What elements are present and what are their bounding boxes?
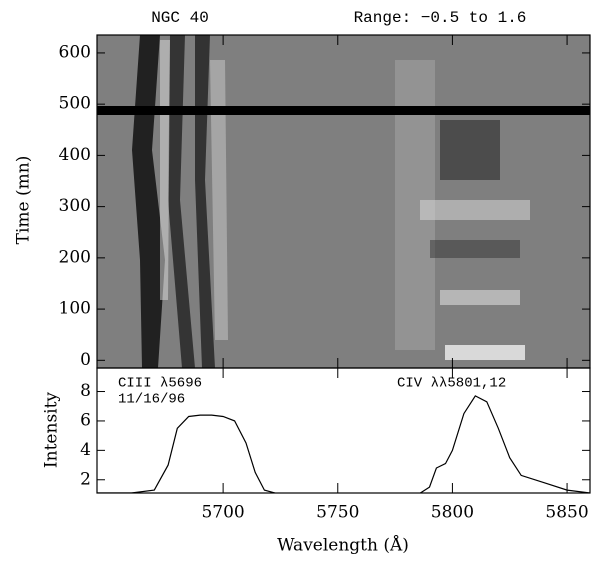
x-tick-label: 5850 (545, 503, 588, 523)
y-tick-label: 2 (80, 469, 91, 489)
chart-subtitle: Range: −0.5 to 1.6 (354, 9, 527, 27)
y-axis-label: Intensity (42, 392, 62, 468)
dynamic-spectrum-image (96, 34, 591, 369)
y-axis-label: Time (mn) (14, 156, 34, 245)
x-tick-label: 5800 (431, 503, 474, 523)
chart-title: NGC 40 (151, 9, 209, 27)
y-tick-label: 0 (80, 350, 91, 370)
profile-line (97, 395, 590, 493)
y-tick-label: 8 (80, 381, 91, 401)
y-tick-label: 4 (80, 440, 91, 460)
annotation: CIII λ5696 (118, 376, 202, 392)
annotation: 11/16/96 (118, 392, 185, 408)
y-tick-label: 400 (59, 145, 91, 165)
x-tick-label: 5700 (201, 503, 244, 523)
x-tick-label: 5750 (316, 503, 359, 523)
y-tick-label: 6 (80, 410, 91, 430)
y-tick-label: 200 (59, 247, 91, 267)
y-tick-label: 100 (59, 299, 91, 319)
annotation: CIV λλ5801,12 (397, 376, 506, 392)
y-tick-label: 600 (59, 42, 91, 62)
y-tick-label: 300 (59, 196, 91, 216)
x-axis-label: Wavelength (Å) (277, 535, 409, 556)
profile-frame (96, 367, 591, 494)
y-tick-label: 500 (59, 94, 91, 114)
